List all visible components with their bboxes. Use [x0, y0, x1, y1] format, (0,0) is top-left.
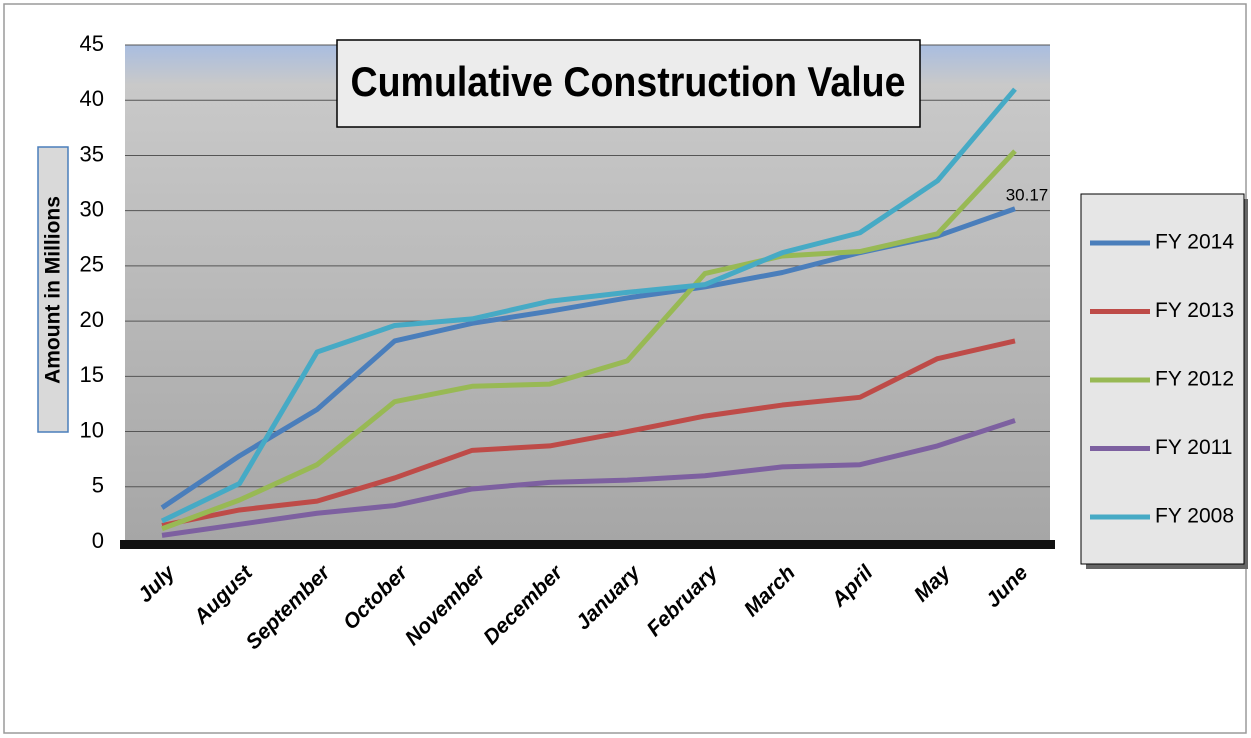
- y-tick-label: 25: [80, 252, 104, 277]
- y-tick-label: 0: [92, 528, 104, 553]
- legend-label: FY 2011: [1155, 436, 1232, 459]
- data-label: 30.17: [1006, 185, 1049, 204]
- grid: [125, 44, 1050, 543]
- y-tick-label: 30: [80, 196, 104, 221]
- y-tick-label: 5: [92, 473, 104, 498]
- legend-label: FY 2013: [1155, 299, 1234, 322]
- legend-label: FY 2012: [1155, 368, 1234, 391]
- series-line: [161, 338, 1016, 528]
- y-tick-label: 35: [80, 141, 104, 166]
- legend-label: FY 2008: [1155, 505, 1234, 528]
- legend-label: FY 2014: [1155, 231, 1234, 254]
- y-tick-label: 10: [80, 417, 104, 442]
- y-tick-label: 20: [80, 307, 104, 332]
- y-tick-label: 40: [80, 86, 104, 111]
- y-label-box: [37, 146, 69, 433]
- floor: [120, 540, 1055, 549]
- legend-items: FY 2014 FY 2013 FY 2012 FY 2011 FY 2008: [1090, 231, 1234, 528]
- series-line: [160, 87, 1017, 524]
- y-axis-label: Amount in Millions: [42, 196, 65, 384]
- y-tick-label: 15: [80, 362, 104, 387]
- series-line: [161, 418, 1016, 538]
- series-line: [161, 149, 1017, 532]
- plot-area: [125, 45, 1050, 542]
- title-box: [336, 39, 921, 128]
- y-tick-label: 45: [80, 31, 104, 56]
- lines: [160, 87, 1017, 538]
- chart-title: Cumulative Construction Value: [351, 58, 906, 105]
